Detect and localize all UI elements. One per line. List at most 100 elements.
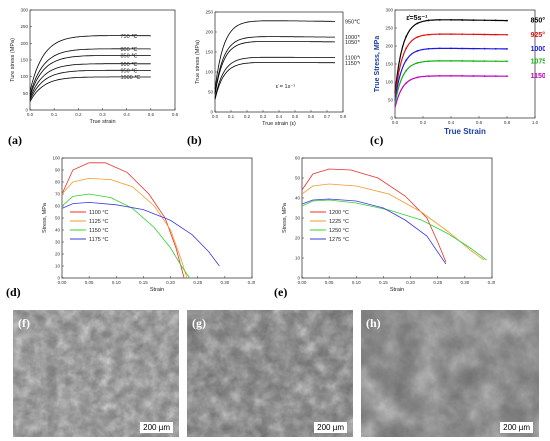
series-marker — [416, 36, 419, 39]
series-label: 1075°C — [531, 57, 545, 65]
x-tick-label: 0.25 — [433, 280, 442, 285]
series-marker — [506, 33, 508, 36]
series-marker — [416, 22, 419, 25]
x-tick-label: 0.00 — [298, 280, 307, 285]
chart-b: 0.0 0.1 0.2 0.3 0.4 0.5 0.6 0.7 0.8 0 50 100 150 200 2… — [195, 10, 360, 128]
series-marker — [461, 60, 464, 62]
x-tick-label: 0.8 — [340, 114, 347, 119]
series-label: 950 ℃ — [121, 68, 139, 74]
series-marker — [405, 59, 408, 62]
chart-c: 0.0 0.2 0.4 0.6 0.8 1.0 0 50 100 150 200 250 300 True… — [374, 8, 545, 137]
series-line — [29, 35, 151, 92]
y-tick-label: 300 — [385, 8, 393, 13]
y-tick-label: 20 — [295, 236, 301, 241]
series-marker — [506, 48, 508, 50]
legend-label: 1100 °C — [89, 210, 109, 216]
y-axis-label: Ture stress (MPa) — [10, 38, 16, 82]
legend-label: 1250 °C — [329, 228, 349, 234]
x-tick-label: 0.30 — [460, 280, 469, 285]
series-marker — [405, 47, 408, 50]
series-label: 1150℃ — [345, 61, 360, 67]
series-marker — [450, 33, 452, 36]
series-marker — [472, 47, 475, 50]
x-tick-label: 0.20 — [406, 280, 415, 285]
y-tick-label: 30 — [55, 240, 61, 245]
series-marker — [494, 47, 497, 50]
series-line — [394, 19, 507, 94]
series-line — [301, 199, 487, 261]
series-marker — [405, 69, 408, 72]
y-axis-label: Stress, MPa — [282, 202, 288, 233]
series-line — [61, 177, 188, 279]
series-marker — [472, 33, 475, 36]
chart-d: 0.00 0.05 0.10 0.15 0.20 0.25 0.30 0.35 0 10 20 30 4… — [42, 156, 255, 294]
series-marker — [483, 60, 486, 63]
series-label: 925°C — [531, 31, 545, 39]
series-line — [61, 162, 185, 279]
series-marker — [438, 18, 441, 21]
y-tick-label: 200 — [205, 30, 213, 35]
x-tick-label: 0.35 — [488, 280, 495, 285]
y-axis-label: True Stress, MPa — [374, 36, 381, 93]
chart-e: 0.00 0.05 0.10 0.15 0.20 0.25 0.30 0.35 0 10 20 30 4… — [282, 156, 495, 294]
micrograph-g-label: (g) — [192, 316, 206, 330]
y-tick-label: 70 — [55, 192, 61, 197]
series-marker — [427, 47, 430, 50]
x-axis-label: True strain (ε) — [262, 121, 296, 127]
x-tick-label: 0.05 — [85, 280, 94, 285]
series-line — [301, 198, 447, 265]
series-line — [394, 47, 507, 101]
y-axis-label: Stress, MPa — [42, 202, 48, 233]
x-tick-label: 0.4 — [124, 112, 131, 117]
series-line — [29, 48, 151, 95]
plot-frame — [61, 157, 253, 279]
y-tick-label: 100 — [20, 74, 28, 79]
x-tick-label: 0.5 — [292, 114, 299, 119]
y-tick-label: 50 — [295, 176, 301, 181]
series-marker — [494, 75, 497, 78]
chart-a: 0.0 0.1 0.2 0.3 0.4 0.5 0.6 0 50 100 150 200 250 300 T… — [10, 8, 179, 126]
series-marker — [450, 47, 452, 50]
x-tick-label: 0.5 — [148, 112, 155, 117]
micrograph-f-label: (f) — [18, 316, 30, 330]
micrograph-g: (g) 200 µm — [187, 310, 353, 437]
y-tick-label: 0 — [210, 110, 213, 115]
x-tick-label: 0.30 — [220, 280, 229, 285]
x-tick-label: 0.6 — [476, 120, 483, 125]
panel-label-c: (c) — [370, 133, 384, 147]
y-tick-label: 40 — [295, 196, 301, 201]
y-tick-label: 0 — [390, 116, 393, 121]
series-line — [29, 55, 151, 97]
series-label: 850°C — [531, 17, 545, 25]
series-line — [394, 75, 507, 108]
y-tick-label: 0 — [297, 276, 300, 281]
y-tick-label: 150 — [20, 58, 28, 63]
series-label: 800 ℃ — [121, 47, 139, 53]
x-tick-label: 0.2 — [244, 114, 251, 119]
series-marker — [427, 60, 430, 63]
x-tick-label: 0.25 — [193, 280, 202, 285]
series-marker — [427, 75, 430, 78]
series-marker — [461, 47, 464, 50]
y-tick-label: 50 — [23, 91, 29, 96]
micrograph-f: (f) 200 µm — [13, 310, 179, 437]
y-tick-label: 0 — [57, 276, 60, 281]
plot-frame — [29, 9, 176, 111]
legend-label: 1275 °C — [329, 237, 349, 243]
y-tick-label: 90 — [55, 168, 61, 173]
series-line — [214, 62, 336, 100]
x-tick-label: 0.20 — [166, 280, 175, 285]
x-axis-label: True Strain — [444, 127, 486, 136]
series-marker — [438, 33, 441, 36]
y-tick-label: 60 — [55, 204, 61, 209]
y-tick-label: 100 — [205, 70, 213, 75]
y-tick-label: 0 — [25, 108, 28, 113]
series-marker — [494, 33, 497, 36]
series-marker — [461, 33, 464, 36]
micrograph-h-image — [361, 310, 539, 437]
legend-label: 1200 °C — [329, 210, 349, 216]
legend-label: 1150 °C — [89, 228, 109, 234]
legend-label: 1225 °C — [329, 219, 349, 225]
series-line — [214, 20, 335, 90]
series-marker — [405, 35, 408, 38]
